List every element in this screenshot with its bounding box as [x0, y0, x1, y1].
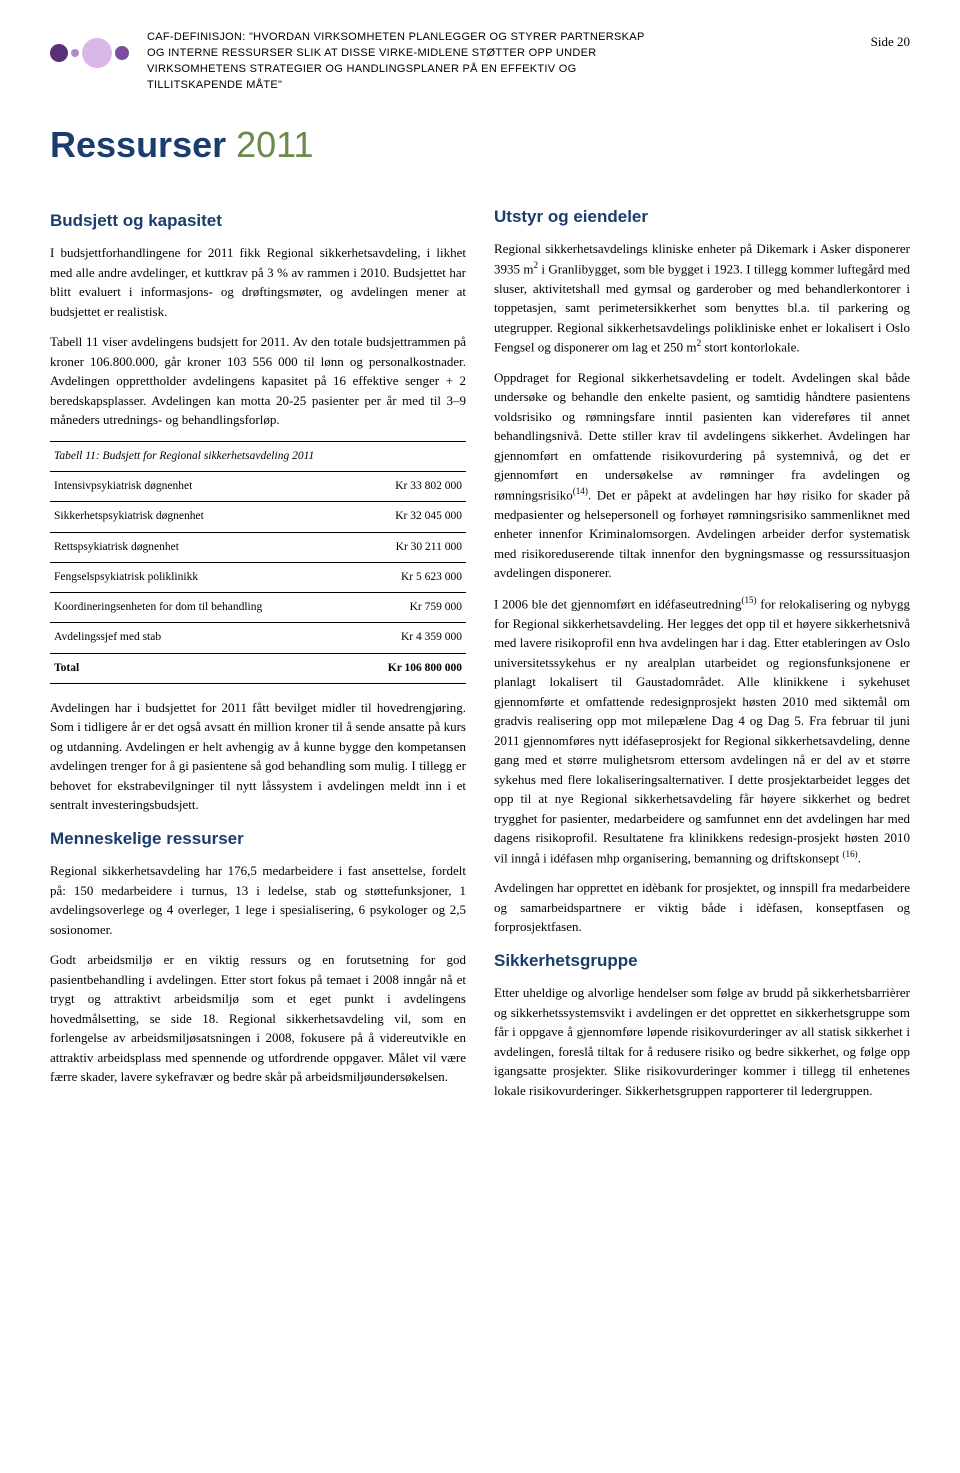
dot-icon [82, 38, 112, 68]
body-columns: Budsjett og kapasitet I budsjettforhandl… [50, 204, 910, 1105]
page-header: CAF-DEFINISJON: "HVORDAN VIRKSOMHETEN PL… [50, 30, 910, 94]
budget-table: Tabell 11: Budsjett for Regional sikkerh… [50, 441, 466, 684]
dot-icon [115, 46, 129, 60]
heading-utstyr: Utstyr og eiendeler [494, 204, 910, 230]
body-text: Avdelingen har opprettet en idèbank for … [494, 878, 910, 937]
table-row: Koordineringsenheten for dom til behandl… [50, 593, 466, 623]
caf-definition: CAF-DEFINISJON: "HVORDAN VIRKSOMHETEN PL… [147, 30, 647, 94]
dot-icon [71, 49, 79, 57]
decorative-dots [50, 38, 129, 68]
table-caption: Tabell 11: Budsjett for Regional sikkerh… [50, 441, 466, 472]
page-title: Ressurser 2011 [50, 118, 910, 172]
table-row-total: TotalKr 106 800 000 [50, 653, 466, 683]
table-row: Sikkerhetspsykiatrisk døgnenhetKr 32 045… [50, 502, 466, 532]
table-row: Rettspsykiatrisk døgnenhetKr 30 211 000 [50, 532, 466, 562]
page-number: Side 20 [871, 30, 910, 52]
table-row: Fengselspsykiatrisk poliklinikkKr 5 623 … [50, 562, 466, 592]
title-year: 2011 [236, 124, 313, 165]
body-text: Godt arbeidsmiljø er en viktig ressurs o… [50, 950, 466, 1087]
body-text: Regional sikkerhetsavdelings kliniske en… [494, 239, 910, 357]
table-body: Intensivpsykiatrisk døgnenhetKr 33 802 0… [50, 472, 466, 683]
body-text: I 2006 ble det gjennomført en idéfaseutr… [494, 594, 910, 868]
body-text: Regional sikkerhetsavdeling har 176,5 me… [50, 861, 466, 939]
table-row: Intensivpsykiatrisk døgnenhetKr 33 802 0… [50, 472, 466, 502]
body-text: Etter uheldige og alvorlige hendelser so… [494, 983, 910, 1100]
body-text: Oppdraget for Regional sikkerhetsavdelin… [494, 368, 910, 583]
heading-budsjett: Budsjett og kapasitet [50, 208, 466, 234]
title-main: Ressurser [50, 124, 226, 165]
body-text: I budsjettforhandlingene for 2011 fikk R… [50, 243, 466, 321]
heading-menneskelige: Menneskelige ressurser [50, 826, 466, 852]
body-text: Tabell 11 viser avdelingens budsjett for… [50, 332, 466, 430]
heading-sikkerhet: Sikkerhetsgruppe [494, 948, 910, 974]
table-row: Avdelingssjef med stabKr 4 359 000 [50, 623, 466, 653]
dot-icon [50, 44, 68, 62]
body-text: Avdelingen har i budsjettet for 2011 fåt… [50, 698, 466, 815]
